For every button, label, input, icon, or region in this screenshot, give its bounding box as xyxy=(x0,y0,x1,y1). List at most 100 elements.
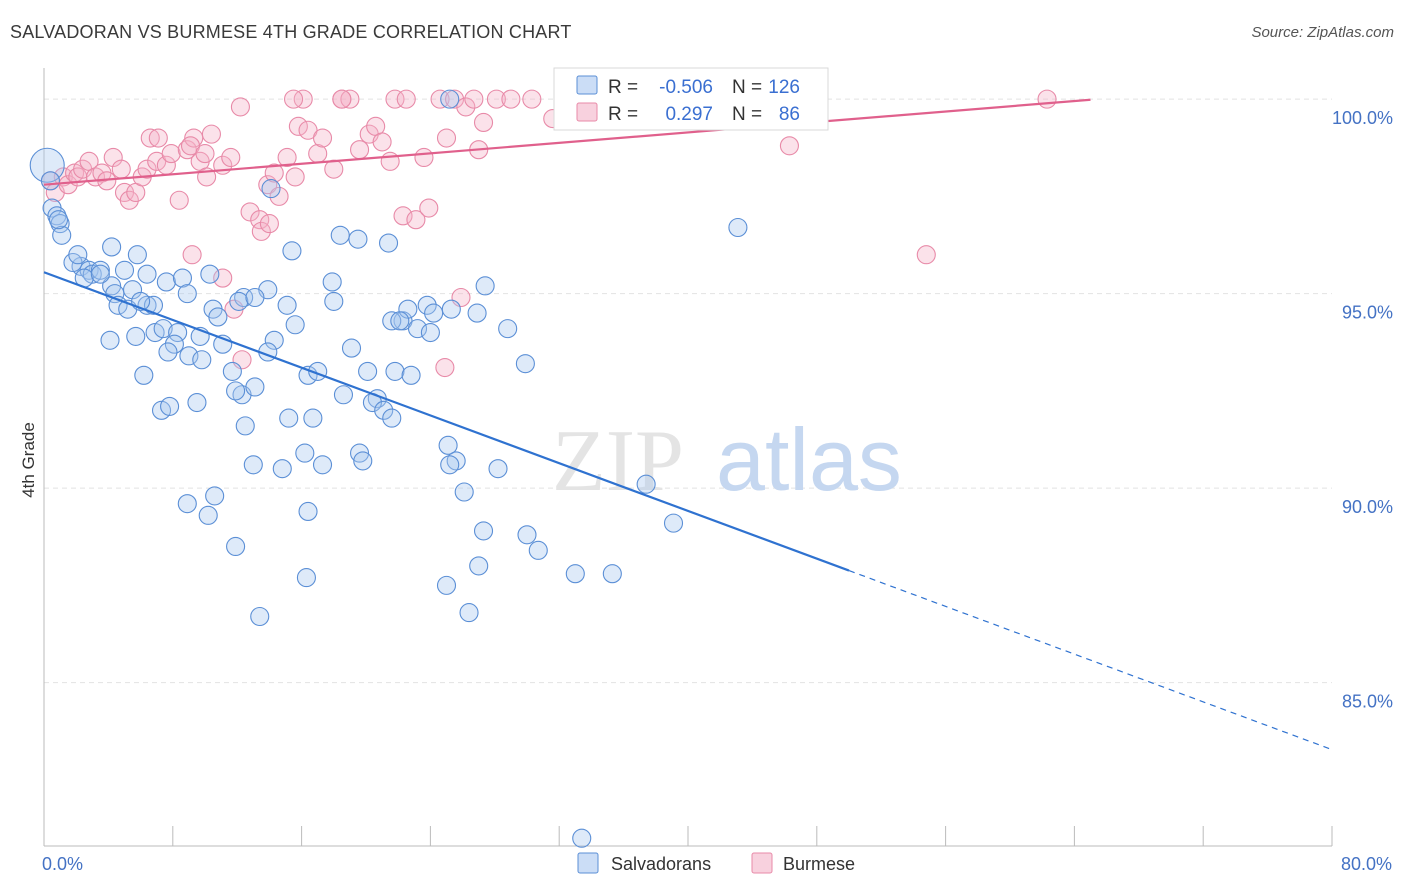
x-tick-label-max: 80.0% xyxy=(1341,854,1392,874)
burmese-point xyxy=(419,198,439,218)
salvadoran-point xyxy=(229,291,249,311)
legend-r-label-2: R = xyxy=(608,104,638,125)
y-tick-label: 85.0% xyxy=(1342,692,1393,712)
burmese-point xyxy=(340,89,360,109)
salvadoran-point xyxy=(441,299,461,319)
salvadoran-point xyxy=(261,179,281,199)
burmese-point xyxy=(140,128,160,148)
burmese-point xyxy=(137,159,157,179)
salvadoran-point xyxy=(177,494,197,514)
burmese-point xyxy=(350,140,370,160)
salvadoran-point xyxy=(164,334,184,354)
burmese-point xyxy=(148,128,168,148)
salvadoran-point xyxy=(250,606,270,627)
salvadoran-point xyxy=(172,268,193,288)
salvadoran-point xyxy=(200,264,220,284)
salvadoran-trendline-extension xyxy=(848,570,1333,751)
salvadoran-point xyxy=(205,486,225,506)
burmese-point xyxy=(240,202,260,222)
legend-n-label-1: N = xyxy=(732,77,762,98)
x-tick-marks xyxy=(43,826,1333,846)
salvadoran-point xyxy=(475,276,495,296)
burmese-point xyxy=(473,112,494,133)
salvadoran-point xyxy=(226,381,246,401)
salvadoran-point xyxy=(226,536,246,557)
salvadoran-point xyxy=(303,408,323,428)
burmese-point xyxy=(406,210,426,230)
legend-n-value-2: 86 xyxy=(779,104,800,125)
salvadoran-point xyxy=(636,474,656,494)
salvadoran-point xyxy=(40,171,60,191)
legend-n-value-1: 126 xyxy=(768,77,800,98)
burmese-point xyxy=(288,116,308,136)
salvadoran-point xyxy=(572,828,592,848)
salvadoran-point xyxy=(272,459,292,479)
salvadoran-point xyxy=(90,264,110,284)
chart-title: SALVADORAN VS BURMESE 4TH GRADE CORRELAT… xyxy=(10,22,572,42)
legend-r-value-1: -0.506 xyxy=(659,77,713,98)
burmese-point xyxy=(111,159,131,179)
salvadoran-point xyxy=(298,501,318,522)
salvadoran-point xyxy=(488,459,508,479)
burmese-point xyxy=(435,357,455,378)
salvadoran-point xyxy=(390,311,410,331)
burmese-point xyxy=(213,268,233,288)
watermark-atlas: atlas xyxy=(716,410,902,509)
x-tick-label-min: 0.0% xyxy=(42,854,83,874)
salvadoran-point xyxy=(137,264,157,284)
salvadoran-point xyxy=(312,455,333,475)
legend-stats-box xyxy=(553,67,829,131)
salvadoran-point xyxy=(160,396,180,416)
burmese-point xyxy=(430,89,450,109)
burmese-point xyxy=(779,136,799,156)
burmese-point xyxy=(259,214,279,234)
legend-bottom-swatch-burmese xyxy=(751,852,773,874)
salvadoran-point xyxy=(602,564,622,584)
salvadoran-point xyxy=(158,342,178,362)
salvadoran-point xyxy=(235,416,255,436)
salvadoran-point xyxy=(52,225,72,245)
salvadoran-point xyxy=(407,319,428,339)
salvadoran-point xyxy=(440,455,460,475)
y-tick-label: 90.0% xyxy=(1342,497,1393,517)
salvadoran-point xyxy=(143,295,164,315)
salvadoran-point xyxy=(126,326,146,346)
salvadoran-point xyxy=(295,443,315,463)
salvadoran-trendline xyxy=(43,271,850,572)
burmese-point xyxy=(277,147,297,168)
y-tick-labels: 100.0% 95.0% 90.0% 85.0% xyxy=(1332,108,1393,712)
salvadoran-point xyxy=(330,225,350,245)
burmese-point xyxy=(332,89,352,109)
burmese-point xyxy=(1037,89,1057,109)
salvadoran-point xyxy=(114,260,135,280)
legend-r-value-2: 0.297 xyxy=(665,104,713,125)
burmese-point xyxy=(182,245,202,265)
y-tick-label: 95.0% xyxy=(1342,303,1393,323)
salvadoran-point xyxy=(498,319,518,339)
burmese-point xyxy=(293,89,313,109)
legend-n-label-2: N = xyxy=(732,104,762,125)
salvadoran-point xyxy=(378,233,399,253)
salvadoran-point xyxy=(358,361,378,381)
salvadoran-point xyxy=(192,350,212,370)
salvadoran-point xyxy=(382,311,402,331)
burmese-point xyxy=(269,186,289,206)
burmese-point xyxy=(444,89,465,109)
burmese-point xyxy=(486,89,506,109)
salvadoran-point xyxy=(663,513,684,533)
burmese-point xyxy=(436,128,457,148)
salvadoran-point xyxy=(296,568,316,588)
salvadoran-point xyxy=(454,482,474,502)
salvadoran-point xyxy=(134,365,154,385)
salvadoran-point xyxy=(48,210,69,230)
burmese-point xyxy=(264,163,284,183)
salvadoran-point xyxy=(473,521,494,541)
salvadoran-point xyxy=(102,237,122,257)
legend-r-label-1: R = xyxy=(608,77,638,98)
salvadoran-point xyxy=(68,245,88,265)
burmese-point xyxy=(916,245,936,265)
salvadoran-point xyxy=(350,443,370,463)
salvadoran-point xyxy=(208,307,228,327)
burmese-point xyxy=(221,147,241,168)
salvadoran-point xyxy=(353,451,373,471)
